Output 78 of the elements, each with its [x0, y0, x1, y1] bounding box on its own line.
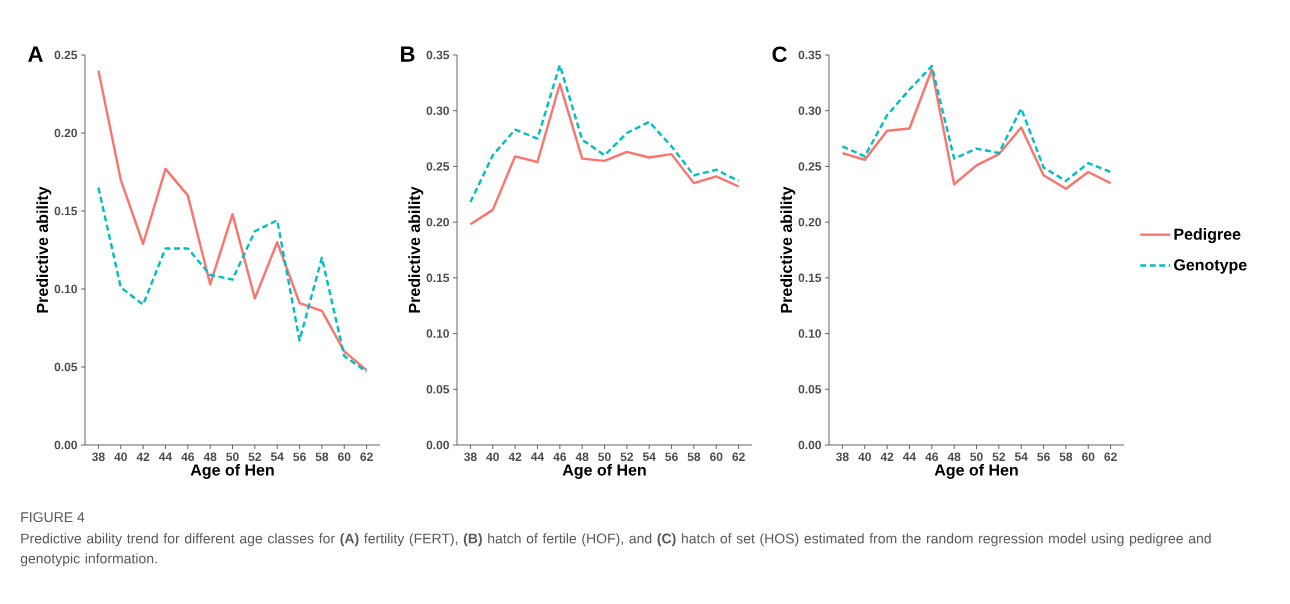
x-tick-label: 58 [1059, 452, 1073, 462]
x-tick-label: 38 [464, 452, 477, 462]
x-tick-label: 48 [203, 452, 217, 462]
x-tick-label: 40 [486, 452, 499, 462]
x-tick-label: 44 [902, 452, 917, 461]
y-tick-label: 0.30 [798, 106, 821, 115]
x-tick-label: 46 [181, 452, 195, 462]
y-tick-label: 0.05 [54, 362, 78, 372]
y-tick-label: 0.25 [426, 162, 450, 171]
line-series [97, 69, 368, 372]
y-axis-title: Predictive ability [408, 186, 424, 313]
x-tick-label: 54 [1014, 452, 1028, 461]
x-tick-label: 52 [620, 452, 634, 462]
x-tick-label: 60 [1082, 452, 1095, 462]
line-series [469, 82, 740, 226]
y-axis-title: Predictive ability [36, 186, 52, 313]
x-tick-label: 62 [360, 452, 373, 462]
y-tick-label: 0.00 [54, 440, 77, 450]
y-axis-title: Predictive ability [780, 186, 796, 313]
x-tick-label: 62 [1104, 452, 1117, 462]
y-tick-label: 0.30 [426, 106, 449, 115]
y-tick-label: 0.35 [798, 50, 822, 60]
x-axis-title: Age of Hen [190, 463, 274, 479]
x-tick-label: 58 [687, 452, 701, 462]
y-tick-label: 0.05 [798, 385, 822, 394]
x-tick-label: 42 [880, 452, 894, 461]
y-tick-label: 0.10 [798, 329, 821, 338]
x-tick-label: 40 [858, 452, 871, 462]
line-series [469, 63, 740, 204]
y-tick-label: 0.00 [426, 440, 449, 450]
x-tick-label: 50 [226, 452, 239, 462]
chart-title: A [28, 46, 43, 62]
text: Predictive ability trend for different age classes for (A) fertility (FERT), (B) hatch of fertile (HOF), and (C) hatch of set (HOS) estimated from the random regression model using pedigree and genotypic information. [20, 533, 1211, 567]
y-tick-label: 0.15 [426, 273, 450, 283]
y-tick-label: 0.15 [798, 273, 822, 283]
y-tick-label: 0.00 [798, 440, 821, 450]
x-tick-label: 52 [992, 452, 1006, 462]
x-tick-label: 60 [710, 452, 723, 462]
x-tick-label: 58 [315, 452, 329, 462]
x-axis-title: Age of Hen [934, 463, 1018, 479]
x-tick-label: 38 [92, 452, 105, 462]
y-tick-label: 0.10 [426, 329, 449, 338]
y-tick-label: 0.05 [426, 385, 450, 394]
x-tick-label: 44 [530, 452, 545, 461]
caption: FIGURE 4 [21, 512, 85, 523]
line-series [97, 186, 368, 373]
y-tick-label: 0.25 [798, 162, 822, 171]
x-tick-label: 46 [553, 452, 567, 462]
x-tick-label: 52 [248, 452, 262, 462]
x-tick-label: 44 [158, 452, 173, 461]
x-tick-label: 40 [114, 452, 127, 462]
y-tick-label: 0.10 [54, 284, 77, 294]
x-tick-label: 42 [508, 452, 522, 461]
x-tick-label: 50 [598, 452, 611, 462]
x-tick-label: 46 [925, 452, 939, 462]
x-tick-label: 48 [947, 452, 961, 462]
y-tick-label: 0.15 [54, 206, 78, 216]
y-tick-label: 0.25 [54, 50, 78, 60]
x-axis-title: Age of Hen [562, 463, 646, 479]
x-tick-label: 50 [970, 452, 983, 462]
x-tick-label: 60 [338, 452, 351, 462]
y-tick-label: 0.35 [426, 50, 450, 60]
x-tick-label: 54 [270, 452, 284, 461]
x-tick-label: 56 [293, 452, 306, 462]
chart-title: B [401, 46, 415, 62]
x-tick-label: 56 [665, 452, 678, 462]
x-tick-label: 48 [575, 452, 589, 462]
x-tick-label: 62 [732, 452, 745, 462]
y-tick-label: 0.20 [426, 217, 449, 227]
x-tick-label: 54 [642, 452, 656, 461]
x-tick-label: 38 [836, 452, 849, 462]
y-tick-label: 0.20 [798, 217, 821, 227]
legend-label: Genotype [1174, 259, 1247, 274]
chart-title: C [772, 46, 787, 63]
x-tick-label: 42 [136, 452, 150, 461]
legend-label: Pedigree [1174, 228, 1241, 244]
x-tick-label: 56 [1037, 452, 1050, 462]
y-tick-label: 0.20 [54, 128, 77, 138]
